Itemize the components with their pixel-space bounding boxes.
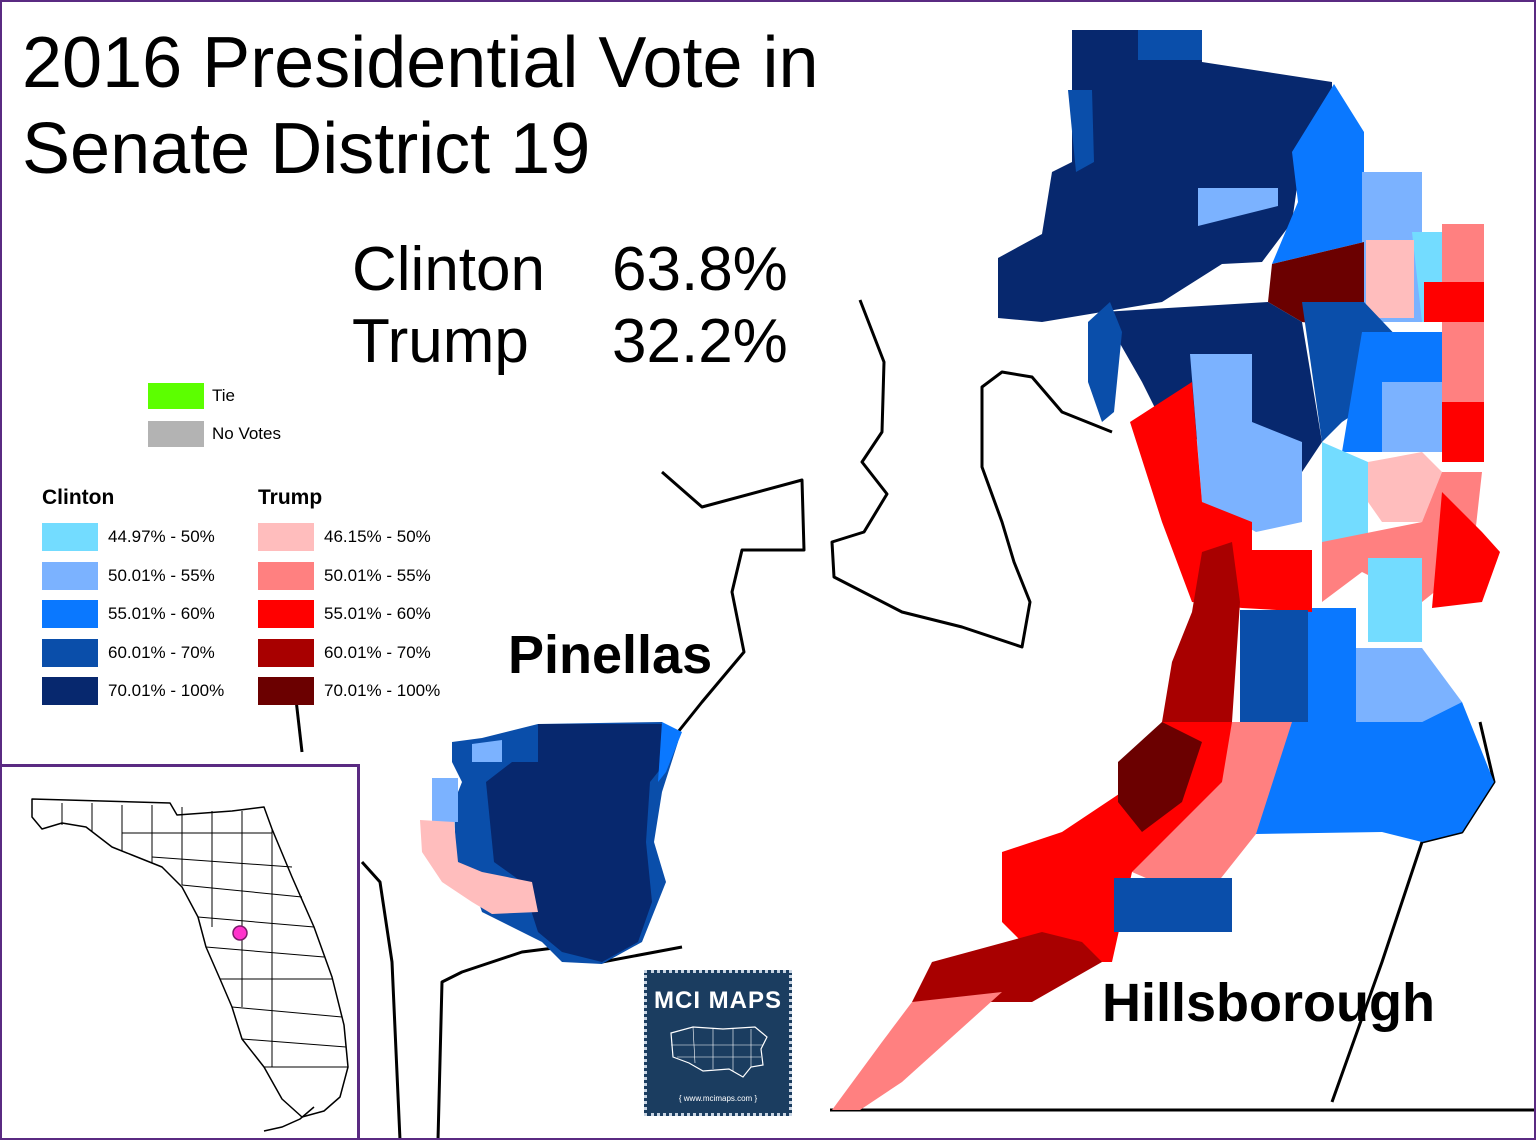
swatch bbox=[258, 638, 314, 667]
pinellas-precincts bbox=[420, 722, 682, 964]
county-label-pinellas: Pinellas bbox=[508, 625, 713, 685]
map-title: 2016 Presidential Vote in Senate Distric… bbox=[22, 20, 819, 192]
east-red-2 bbox=[1432, 492, 1500, 608]
swatch bbox=[148, 421, 204, 447]
south-pink bbox=[1132, 722, 1292, 902]
legend-label: 50.01% - 55% bbox=[108, 565, 215, 585]
county-label-hillsborough: Hillsborough bbox=[1102, 973, 1435, 1033]
swatch bbox=[42, 677, 98, 705]
swatch bbox=[148, 383, 204, 409]
results-summary: Clinton 63.8% Trump 32.2% bbox=[352, 234, 788, 378]
legend-label: Tie bbox=[212, 386, 235, 405]
south-light-2 bbox=[1356, 648, 1462, 722]
south-light-red bbox=[832, 992, 1002, 1110]
central-pink bbox=[1368, 452, 1442, 522]
result-trump: Trump 32.2% bbox=[352, 306, 788, 378]
central-light bbox=[1322, 442, 1368, 542]
pinellas-boundary bbox=[661, 470, 806, 738]
florida-locator-inset bbox=[2, 764, 360, 1138]
south-blue-2 bbox=[1114, 878, 1232, 932]
swatch bbox=[42, 561, 98, 590]
title-line-1: 2016 Presidential Vote in bbox=[22, 23, 819, 103]
legend: Clinton 44.97% - 50% 50.01% - 55% 55.01%… bbox=[42, 486, 474, 715]
legend-item: 55.01% - 60% bbox=[258, 599, 474, 629]
pinellas-light bbox=[432, 778, 458, 822]
florida-outline bbox=[31, 798, 349, 1132]
legend-label: 70.01% - 100% bbox=[108, 681, 225, 700]
south-boundary bbox=[360, 860, 402, 1138]
peninsula-boundary bbox=[830, 299, 1113, 649]
swatch bbox=[258, 523, 314, 551]
result-clinton: Clinton 63.8% bbox=[352, 234, 788, 306]
legend-item: 60.01% - 70% bbox=[42, 638, 258, 668]
legend-label: 55.01% - 60% bbox=[324, 604, 431, 623]
legend-label: 44.97% - 50% bbox=[108, 527, 215, 546]
swatch bbox=[42, 638, 98, 667]
swatch bbox=[42, 600, 98, 628]
coast-red bbox=[1130, 382, 1312, 612]
ne-red-2 bbox=[1424, 282, 1484, 322]
legend-item: 50.01% - 55% bbox=[258, 561, 474, 591]
district-location-marker bbox=[232, 925, 248, 941]
legend-clinton: Clinton 44.97% - 50% 50.01% - 55% 55.01%… bbox=[42, 486, 258, 715]
candidate-percent: 63.8% bbox=[612, 235, 788, 304]
legend-item: 60.01% - 70% bbox=[258, 638, 474, 668]
legend-label: 60.01% - 70% bbox=[324, 642, 431, 662]
legend-item: 44.97% - 50% bbox=[42, 522, 258, 552]
swatch bbox=[258, 561, 314, 590]
bay-blue bbox=[1088, 302, 1122, 422]
legend-heading: Clinton bbox=[42, 486, 115, 509]
pinellas-light-2 bbox=[472, 740, 502, 762]
swatch bbox=[258, 600, 314, 628]
legend-label: 70.01% - 100% bbox=[324, 681, 441, 700]
us-map-icon bbox=[670, 1026, 768, 1078]
legend-tie: Tie bbox=[148, 382, 281, 410]
south-light bbox=[1368, 558, 1422, 642]
coast-light bbox=[1190, 354, 1302, 532]
candidate-percent: 32.2% bbox=[612, 307, 788, 376]
county-lines bbox=[61, 803, 348, 1068]
swatch bbox=[258, 677, 314, 705]
north-precinct-2 bbox=[1138, 30, 1202, 60]
coast-dark-red bbox=[1162, 542, 1240, 742]
pinellas-pink bbox=[420, 820, 538, 914]
legend-label: 55.01% - 60% bbox=[108, 604, 215, 623]
logo-brand: MCI MAPS bbox=[654, 987, 782, 1014]
legend-heading: Trump bbox=[258, 486, 323, 509]
mci-maps-logo: MCI MAPS { www.mcimaps.com } bbox=[644, 970, 792, 1116]
legend-label: 50.01% - 55% bbox=[324, 565, 431, 585]
east-red bbox=[1442, 402, 1484, 462]
north-precinct-4 bbox=[1198, 188, 1278, 226]
logo-url: { www.mcimaps.com } bbox=[678, 1094, 758, 1103]
legend-extra: Tie No Votes bbox=[148, 382, 281, 458]
coast-dark-red-2 bbox=[1118, 722, 1202, 832]
legend-item: 70.01% - 100% bbox=[258, 676, 474, 706]
south-mid-blue bbox=[1240, 610, 1308, 722]
swatch bbox=[42, 523, 98, 551]
legend-label: 46.15% - 50% bbox=[324, 527, 431, 546]
ne-pink-1 bbox=[1366, 240, 1414, 318]
river-blue bbox=[1272, 84, 1364, 264]
legend-item: 70.01% - 100% bbox=[42, 676, 258, 706]
south-dark-red bbox=[912, 932, 1102, 1002]
legend-trump: Trump 46.15% - 50% 50.01% - 55% 55.01% -… bbox=[258, 486, 474, 715]
south-blue bbox=[1256, 608, 1494, 842]
candidate-name: Trump bbox=[352, 307, 529, 376]
north-precinct-3 bbox=[1068, 90, 1094, 172]
legend-item: 50.01% - 55% bbox=[42, 561, 258, 591]
legend-label: No Votes bbox=[212, 424, 281, 443]
candidate-name: Clinton bbox=[352, 235, 545, 304]
pinellas-blue bbox=[658, 722, 682, 782]
title-line-2: Senate District 19 bbox=[22, 109, 591, 189]
hillsborough-precincts bbox=[832, 30, 1500, 1110]
legend-no-votes: No Votes bbox=[148, 420, 281, 448]
legend-label: 60.01% - 70% bbox=[108, 642, 215, 662]
east-light bbox=[1382, 382, 1442, 452]
florida-shape bbox=[31, 798, 349, 1118]
legend-item: 46.15% - 50% bbox=[258, 522, 474, 552]
legend-item: 55.01% - 60% bbox=[42, 599, 258, 629]
